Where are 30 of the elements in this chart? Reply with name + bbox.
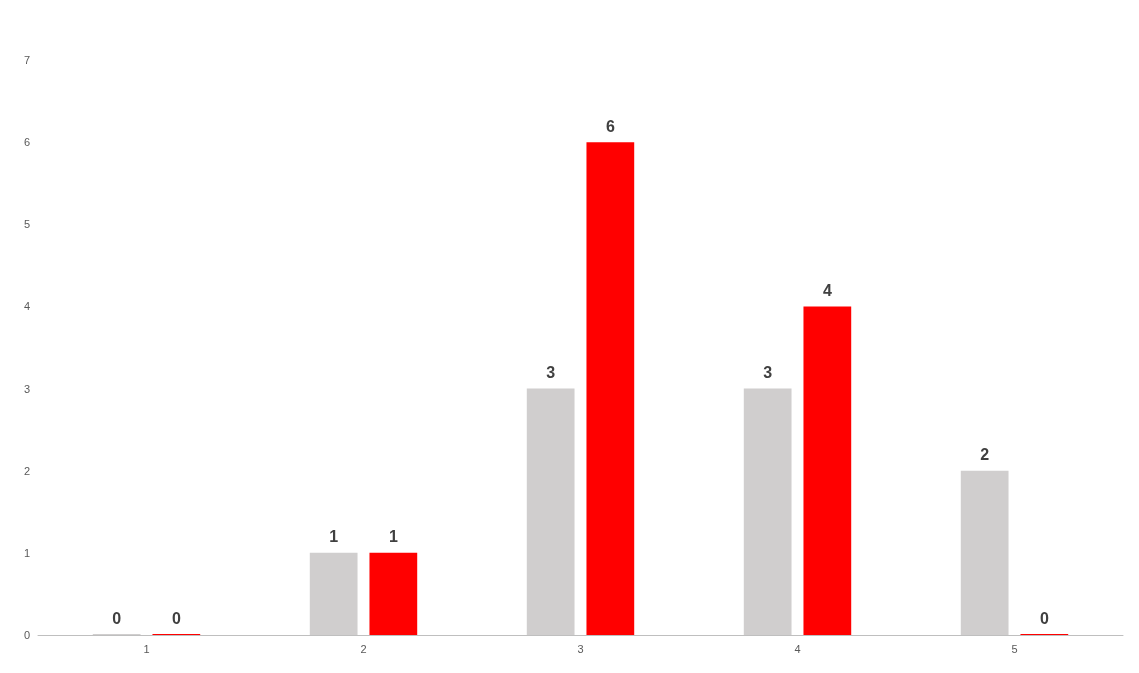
bar [803,306,852,635]
data-label: 1 [388,528,398,546]
data-label: 1 [329,528,339,546]
x-tick-label: 3 [577,642,584,655]
x-tick-label: 5 [1011,642,1018,655]
y-tick-label: 1 [23,546,30,559]
y-tick-label: 4 [23,300,30,313]
y-tick-label: 6 [23,136,30,149]
data-label: 0 [112,609,122,627]
data-label: 2 [980,446,990,464]
data-label: 0 [1039,609,1049,627]
bar [309,552,358,635]
y-tick-label: 3 [23,382,30,395]
x-tick-label: 1 [143,642,150,655]
bar [369,552,418,635]
y-tick-label: 7 [23,54,30,66]
data-label: 0 [171,609,181,627]
x-tick-label: 4 [794,642,801,655]
data-label: 4 [822,281,832,299]
x-tick-label: 2 [360,642,367,655]
bar [743,388,792,635]
data-label: 6 [605,117,615,135]
data-label: 3 [546,364,556,382]
bar [586,142,635,635]
y-tick-label: 0 [23,629,30,641]
bar [960,470,1009,635]
y-tick-label: 5 [23,218,30,231]
y-tick-label: 2 [23,464,30,477]
data-label: 3 [763,364,773,382]
bar [526,388,575,635]
